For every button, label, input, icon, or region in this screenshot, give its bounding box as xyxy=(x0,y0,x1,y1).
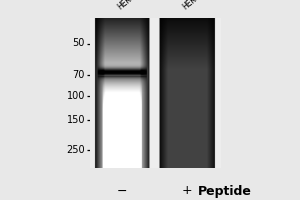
Text: 250: 250 xyxy=(66,145,85,155)
Text: −: − xyxy=(117,184,127,198)
Text: HEK-293: HEK-293 xyxy=(181,0,211,12)
Text: HEK-293: HEK-293 xyxy=(116,0,146,12)
Text: 70: 70 xyxy=(73,70,85,80)
Text: 50: 50 xyxy=(73,38,85,48)
Text: 100: 100 xyxy=(67,91,85,101)
Text: Peptide: Peptide xyxy=(198,184,251,198)
Text: 150: 150 xyxy=(67,115,85,125)
Text: +: + xyxy=(181,184,192,198)
